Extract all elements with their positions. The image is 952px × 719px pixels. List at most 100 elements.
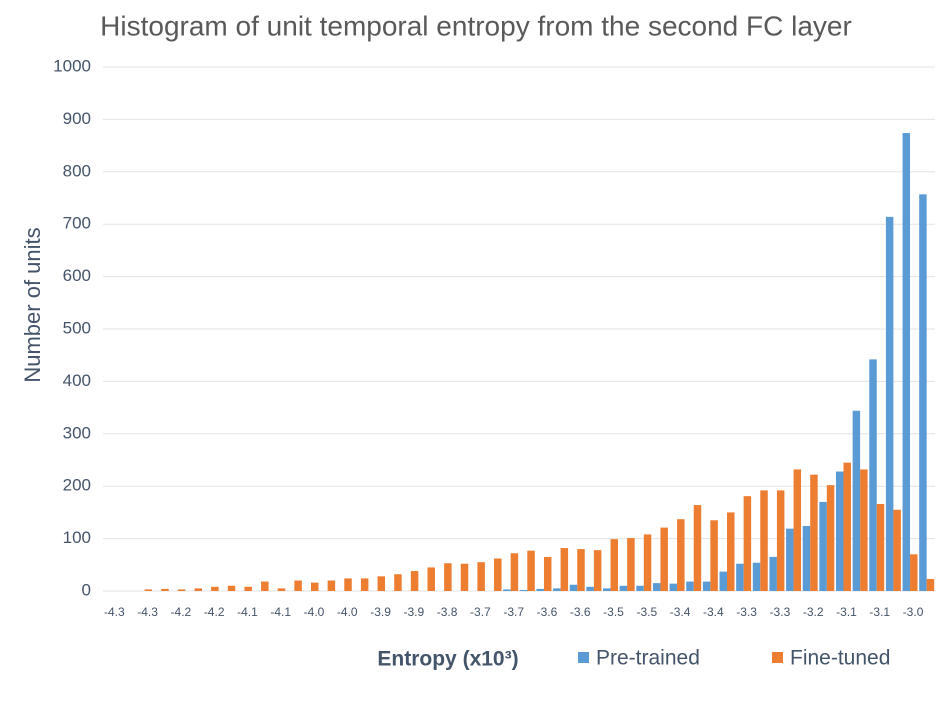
- x-tick-label: -4.1: [270, 605, 291, 619]
- x-tick-label: -3.6: [537, 605, 558, 619]
- y-tick-label: 800: [63, 161, 91, 180]
- bar: [194, 588, 203, 591]
- bar: [652, 583, 661, 591]
- bar: [553, 588, 561, 591]
- bar: [776, 490, 785, 591]
- bar: [686, 581, 694, 591]
- y-tick-label: 500: [63, 318, 91, 337]
- bar: [410, 571, 419, 591]
- bar: [144, 589, 153, 591]
- bar: [643, 534, 652, 591]
- bar: [693, 505, 702, 591]
- chart-title: Histogram of unit temporal entropy from …: [100, 10, 852, 41]
- y-axis-label: Number of units: [20, 227, 45, 382]
- bar: [769, 556, 777, 591]
- x-tick-label: -4.0: [304, 605, 325, 619]
- x-tick-label: -4.0: [337, 605, 358, 619]
- bar: [810, 474, 818, 591]
- bar: [460, 563, 469, 591]
- y-tick-label: 1000: [53, 56, 91, 75]
- bar: [610, 539, 619, 591]
- bar: [719, 571, 727, 591]
- bar: [885, 216, 894, 591]
- x-tick-label: -4.3: [104, 605, 125, 619]
- bar: [327, 580, 336, 591]
- bar: [519, 589, 528, 591]
- bar: [510, 553, 519, 591]
- y-tick-label: 900: [63, 109, 91, 128]
- x-tick-label: -3.9: [370, 605, 391, 619]
- bar: [536, 588, 544, 591]
- bar: [752, 562, 761, 591]
- bar: [636, 585, 644, 591]
- x-tick-label: -4.2: [171, 605, 192, 619]
- x-tick-label: -3.4: [703, 605, 724, 619]
- bar: [543, 556, 552, 591]
- bar: [910, 554, 918, 591]
- bar: [743, 496, 752, 591]
- x-tick-label: -4.3: [137, 605, 158, 619]
- y-tick-label: 100: [63, 528, 91, 547]
- bar: [527, 550, 535, 591]
- bar: [893, 509, 901, 591]
- bar: [377, 576, 386, 591]
- x-tick-label: -4.2: [204, 605, 225, 619]
- bar: [244, 586, 252, 591]
- bar: [710, 520, 718, 591]
- bar: [677, 519, 685, 591]
- bar: [919, 194, 927, 591]
- y-tick-label: 200: [63, 476, 91, 495]
- bar: [852, 410, 861, 591]
- bar: [627, 538, 635, 591]
- x-tick-label: -3.5: [603, 605, 624, 619]
- bar: [444, 563, 452, 591]
- x-tick-label: -3.0: [903, 605, 924, 619]
- bar: [586, 586, 594, 591]
- bar: [819, 501, 827, 591]
- y-tick-label: 700: [63, 214, 91, 233]
- bar: [311, 582, 319, 591]
- x-tick-label: -3.1: [836, 605, 857, 619]
- bar: [344, 578, 352, 591]
- legend-swatch: [772, 652, 783, 663]
- bar: [619, 585, 628, 591]
- bar: [660, 527, 668, 591]
- bar: [826, 485, 835, 591]
- bar: [294, 580, 302, 591]
- bar: [360, 578, 369, 591]
- bar: [603, 588, 611, 591]
- bar: [494, 558, 502, 591]
- bar: [211, 586, 219, 591]
- x-tick-label: -3.6: [570, 605, 591, 619]
- x-tick-label: -3.7: [470, 605, 491, 619]
- x-tick-label: -3.8: [437, 605, 458, 619]
- y-tick-label: 0: [82, 580, 91, 599]
- bar: [926, 578, 935, 591]
- bar: [427, 567, 435, 591]
- bar: [736, 563, 744, 591]
- bar: [577, 549, 585, 591]
- x-tick-label: -3.3: [736, 605, 757, 619]
- bar: [261, 581, 269, 591]
- bar: [503, 589, 511, 591]
- bar: [786, 528, 794, 591]
- bar: [876, 504, 885, 591]
- y-tick-label: 300: [63, 423, 91, 442]
- bar: [477, 562, 485, 591]
- bar: [802, 526, 811, 591]
- x-tick-label: -4.1: [237, 605, 258, 619]
- x-tick-label: -3.3: [770, 605, 791, 619]
- bar: [727, 512, 735, 591]
- x-tick-label: -3.7: [503, 605, 524, 619]
- bar: [593, 550, 602, 591]
- bar: [277, 588, 286, 591]
- x-tick-label: -3.9: [403, 605, 424, 619]
- legend-label: Pre-trained: [596, 647, 700, 670]
- bar: [835, 471, 844, 591]
- bar: [394, 574, 402, 591]
- bar: [669, 583, 678, 591]
- bar: [793, 469, 802, 591]
- x-tick-label: -3.1: [869, 605, 890, 619]
- y-tick-label: 400: [63, 371, 91, 390]
